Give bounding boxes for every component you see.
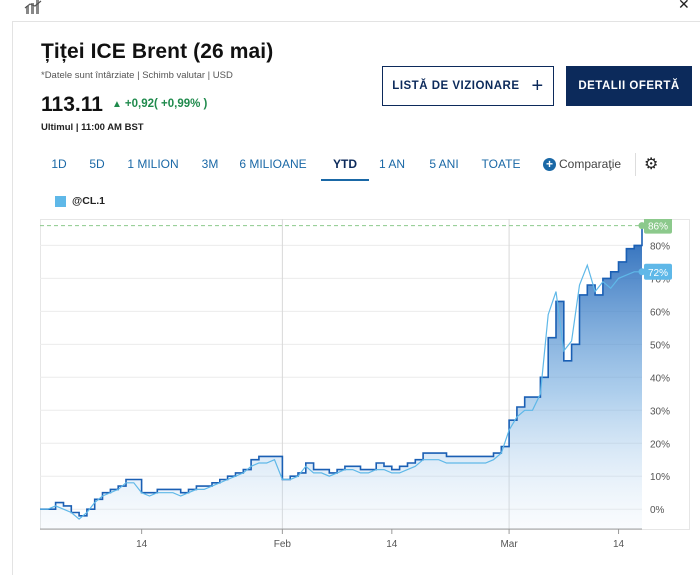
page-title: Țiței ICE Brent (26 mai) (41, 40, 274, 63)
y-tick-label: 10% (650, 472, 670, 483)
y-tick-label: 60% (650, 307, 670, 318)
tab-1-an[interactable]: 1 AN (378, 157, 405, 171)
tab-toate[interactable]: TOATE (481, 157, 521, 171)
cl1-series-end-badge (644, 263, 672, 280)
main-series-area (40, 225, 642, 529)
delay-note: *Datele sunt întârziate | Schimb valutar… (41, 70, 233, 81)
price-change: ▲ +0,92( +0,99% ) (112, 98, 207, 110)
watchlist-label: LISTĂ DE VIZIONARE (392, 80, 520, 92)
top-bar: ✕ (0, 0, 700, 20)
tab-5-ani[interactable]: 5 ANI (429, 157, 459, 171)
gear-icon[interactable]: ⚙ (644, 156, 659, 173)
main-series-line (40, 225, 643, 517)
tab-3m[interactable]: 3M (201, 157, 219, 171)
y-tick-label: 70% (650, 274, 670, 285)
details-label: DETALII OFERTĂ (578, 80, 680, 92)
last-price: 113.11 (41, 93, 103, 116)
price-chart[interactable]: 0% 10% 20% 30% 40% 50% 60% 70% 80% 14 Feb 14 Mar 14 86… (40, 219, 690, 554)
tab-1-milion[interactable]: 1 MILION (127, 157, 179, 171)
close-icon[interactable]: ✕ (678, 0, 690, 12)
cl1-series-end-dot (638, 268, 646, 276)
y-tick-label: 40% (650, 373, 670, 384)
quote-details-button[interactable]: DETALII OFERTĂ (566, 66, 692, 106)
y-tick-label: 80% (650, 241, 670, 252)
cl1-series-line (40, 263, 642, 520)
tab-1d[interactable]: 1D (51, 157, 67, 171)
price-change-value: +0,92( +0,99% ) (124, 98, 208, 110)
plus-icon: + (531, 75, 544, 97)
x-tick-label: Mar (500, 539, 518, 550)
plus-circle-icon: + (543, 158, 556, 172)
main-series-end-label: 86% (648, 222, 668, 233)
cl1-series-end-label: 72% (648, 268, 668, 279)
main-series-end-badge (644, 219, 672, 234)
chart-icon[interactable] (24, 0, 44, 19)
last-update-time: Ultimul | 11:00 AM BST (41, 122, 144, 133)
tab-divider (635, 153, 636, 176)
compare-button[interactable]: + Comparaţie (543, 148, 621, 181)
legend-label[interactable]: @CL.1 (72, 195, 105, 207)
tab-ytd[interactable]: YTD (321, 148, 369, 181)
up-arrow-icon: ▲ (112, 99, 122, 110)
x-tick-label: 14 (613, 539, 625, 550)
y-tick-label: 20% (650, 439, 670, 450)
y-tick-label: 50% (650, 340, 670, 351)
y-tick-label: 30% (650, 406, 670, 417)
tab-6-milioane[interactable]: 6 MILIOANE (239, 157, 307, 171)
y-tick-label: 0% (650, 505, 665, 516)
widget-frame (12, 21, 700, 575)
tab-5d[interactable]: 5D (89, 157, 105, 171)
compare-label: Comparaţie (559, 157, 622, 171)
x-tick-label: 14 (386, 539, 398, 550)
legend-swatch (55, 195, 66, 207)
x-tick-label: Feb (274, 539, 292, 550)
add-to-watchlist-button[interactable]: LISTĂ DE VIZIONARE + (382, 66, 554, 106)
chart-legend: @CL.1 (55, 195, 105, 207)
range-tabs: 1D 5D 1 MILION 3M 6 MILIOANE YTD 1 AN 5 … (40, 148, 690, 181)
x-tick-label: 14 (136, 539, 148, 550)
main-series-end-dot (638, 222, 646, 230)
